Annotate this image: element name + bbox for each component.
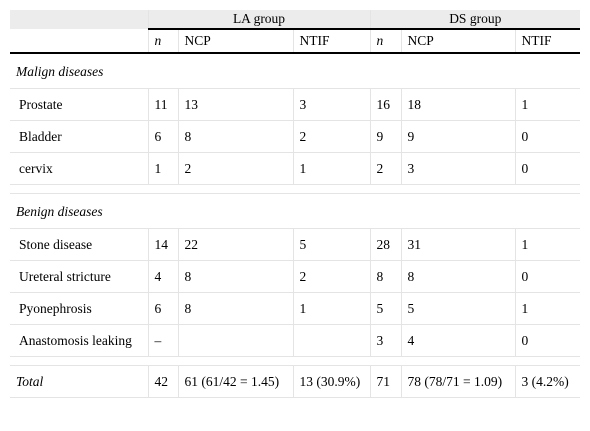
group-header: LA group: [147, 10, 370, 30]
row-label: Stone disease: [10, 228, 148, 261]
cell: [292, 324, 370, 357]
cell: 6: [147, 120, 178, 153]
cell: 1: [514, 88, 581, 121]
cell: [177, 324, 293, 357]
section-title: Benign diseases: [10, 193, 581, 229]
cell: 5: [369, 292, 401, 325]
cell: 2: [292, 120, 370, 153]
cell: 3 (4.2%): [514, 365, 581, 398]
cell: 28: [369, 228, 401, 261]
cell: 3: [400, 152, 515, 185]
row-label: Bladder: [10, 120, 148, 153]
cell: 2: [369, 152, 401, 185]
row-label: Pyonephrosis: [10, 292, 148, 325]
cell: 13: [177, 88, 293, 121]
section-row: Benign diseases: [10, 193, 581, 229]
data-row: Prostate 11 13 3 16 18 1: [10, 88, 581, 121]
data-row: Anastomosis leaking – 3 4 0: [10, 324, 581, 357]
column-header-row: n NCP NTIF n NCP NTIF: [10, 29, 581, 54]
column-header: NCP: [400, 29, 515, 54]
column-header: n: [369, 29, 401, 54]
section-row: Malign diseases: [10, 53, 581, 89]
data-table: LA group DS group n NCP NTIF n NCP NTIF Malig…: [10, 10, 581, 398]
cell: 78 (78/71 = 1.09): [400, 365, 515, 398]
cell: 18: [400, 88, 515, 121]
cell: 1: [292, 292, 370, 325]
cell: 42: [147, 365, 178, 398]
column-header: NCP: [177, 29, 293, 54]
cell: 0: [514, 120, 581, 153]
data-row: Total 42 61 (61/42 = 1.45) 13 (30.9%) 71 78 (…: [10, 365, 581, 398]
cell: 0: [514, 152, 581, 185]
cell: 8: [177, 260, 293, 293]
cell: 0: [514, 260, 581, 293]
cell: 3: [292, 88, 370, 121]
cell: 9: [369, 120, 401, 153]
cell: 4: [400, 324, 515, 357]
cell: 13 (30.9%): [292, 365, 370, 398]
row-label: Anastomosis leaking: [10, 324, 148, 357]
cell: 71: [369, 365, 401, 398]
row-label: cervix: [10, 152, 148, 185]
data-row: Pyonephrosis 6 8 1 5 5 1: [10, 292, 581, 325]
spacer-row: [10, 184, 581, 194]
cell: 31: [400, 228, 515, 261]
data-row: Bladder 6 8 2 9 9 0: [10, 120, 581, 153]
cell: 14: [147, 228, 178, 261]
cell: 8: [400, 260, 515, 293]
column-header: NTIF: [292, 29, 370, 54]
column-header: NTIF: [514, 29, 581, 54]
cell: 3: [369, 324, 401, 357]
cell: 8: [369, 260, 401, 293]
cell: 4: [147, 260, 178, 293]
spacer-row: [10, 356, 581, 366]
cell: 2: [177, 152, 293, 185]
cell: 1: [292, 152, 370, 185]
cell: 8: [177, 292, 293, 325]
cell: 1: [147, 152, 178, 185]
corner: [10, 29, 148, 54]
column-header: n: [147, 29, 178, 54]
row-label: Prostate: [10, 88, 148, 121]
group-header: DS group: [369, 10, 581, 30]
spacer: [10, 184, 581, 194]
cell: 8: [177, 120, 293, 153]
cell: 0: [514, 324, 581, 357]
cell: 16: [369, 88, 401, 121]
cell: 5: [292, 228, 370, 261]
spacer: [10, 356, 581, 366]
data-row: cervix 1 2 1 2 3 0: [10, 152, 581, 185]
row-label: Total: [10, 365, 148, 398]
cell: 11: [147, 88, 178, 121]
cell: 2: [292, 260, 370, 293]
group-header-row: LA group DS group: [10, 10, 581, 30]
data-row: Stone disease 14 22 5 28 31 1: [10, 228, 581, 261]
cell: 1: [514, 228, 581, 261]
data-row: Ureteral stricture 4 8 2 8 8 0: [10, 260, 581, 293]
cell: 9: [400, 120, 515, 153]
cell: 22: [177, 228, 293, 261]
table-body: Malign diseases Prostate 11 13 3 16 18 1 Bladder…: [10, 53, 581, 398]
row-label: Ureteral stricture: [10, 260, 148, 293]
cell: 6: [147, 292, 178, 325]
cell: 5: [400, 292, 515, 325]
cell: 1: [514, 292, 581, 325]
corner: [10, 10, 148, 29]
section-title: Malign diseases: [10, 53, 581, 89]
cell: 61 (61/42 = 1.45): [177, 365, 293, 398]
cell: –: [147, 324, 178, 357]
